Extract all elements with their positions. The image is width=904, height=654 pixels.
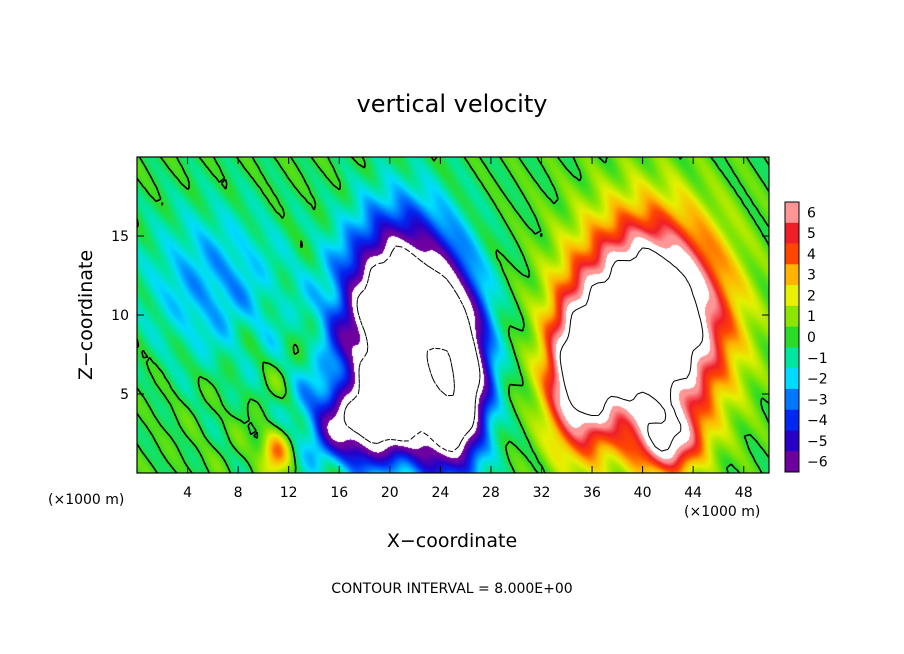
colorbar-frame xyxy=(784,201,800,473)
colorbar-label: 2 xyxy=(807,288,816,304)
colorbar-swatch xyxy=(785,305,799,328)
x-tick-label: 16 xyxy=(330,485,348,501)
x-tick-label: 32 xyxy=(533,485,551,501)
contour-negative xyxy=(426,347,455,397)
x-tick-label: 36 xyxy=(583,485,601,501)
contour-positive xyxy=(559,247,704,452)
x-tick-label: 4 xyxy=(183,485,192,501)
colorbar-swatch xyxy=(785,388,799,411)
x-tick-label: 24 xyxy=(431,485,449,501)
colorbar-swatch xyxy=(785,222,799,245)
colorbar-label: −1 xyxy=(807,351,828,367)
colorbar-swatch xyxy=(785,202,799,224)
x-tick-label: 12 xyxy=(280,485,298,501)
colorbar-label: 5 xyxy=(807,226,816,242)
chart-title: vertical velocity xyxy=(357,90,548,118)
contour-lines xyxy=(136,156,770,474)
colorbar-swatch xyxy=(785,347,799,369)
y-axis: 5 10 15 xyxy=(111,229,769,403)
x-tick-label: 40 xyxy=(634,485,652,501)
y-tick-label: 10 xyxy=(111,308,129,324)
colorbar-swatch xyxy=(785,430,799,452)
contour-negative xyxy=(343,245,481,453)
colorbar-swatch xyxy=(785,409,799,431)
y-tick-label: 15 xyxy=(111,229,129,245)
x-tick-label: 44 xyxy=(684,485,702,501)
colorbar-swatch xyxy=(785,243,799,265)
colorbar-swatch xyxy=(785,264,799,286)
colorbar-swatch xyxy=(785,326,799,348)
colorbar-label: 1 xyxy=(807,309,816,325)
x-tick-label: 48 xyxy=(735,485,753,501)
x-tick-label: 20 xyxy=(381,485,399,501)
colorbar: 6 5 4 3 2 1 0 −1 −2 −3 −4 −5 −6 xyxy=(784,201,828,473)
colorbar-swatch xyxy=(785,368,799,390)
colorbar-label: −6 xyxy=(807,455,828,471)
colorbar-label: 6 xyxy=(807,205,816,221)
colorbar-label: −4 xyxy=(807,413,828,429)
colorbar-label: −2 xyxy=(807,372,828,388)
x-axis-label: X−coordinate xyxy=(387,530,517,552)
colorbar-swatch xyxy=(785,285,799,307)
x-unit-right: (×1000 m) xyxy=(684,504,760,520)
x-tick-label: 8 xyxy=(234,485,243,501)
colorbar-label: −5 xyxy=(807,434,828,450)
colorbar-swatch xyxy=(785,451,799,473)
y-tick-label: 5 xyxy=(120,387,129,403)
colorbar-label: −3 xyxy=(807,392,828,408)
colorbar-label: 0 xyxy=(807,330,816,346)
colorbar-label: 3 xyxy=(807,268,816,284)
contour-interval-note: CONTOUR INTERVAL = 8.000E+00 xyxy=(331,581,572,597)
x-unit-left: (×1000 m) xyxy=(48,492,124,508)
x-axis: 4 8 12 16 20 24 28 32 36 40 44 48 xyxy=(183,157,753,501)
heatmap-field xyxy=(137,157,769,473)
plot-area xyxy=(136,156,770,474)
y-axis-label: Z−coordinate xyxy=(75,250,97,380)
x-tick-label: 28 xyxy=(482,485,500,501)
colorbar-label: 4 xyxy=(807,247,816,263)
